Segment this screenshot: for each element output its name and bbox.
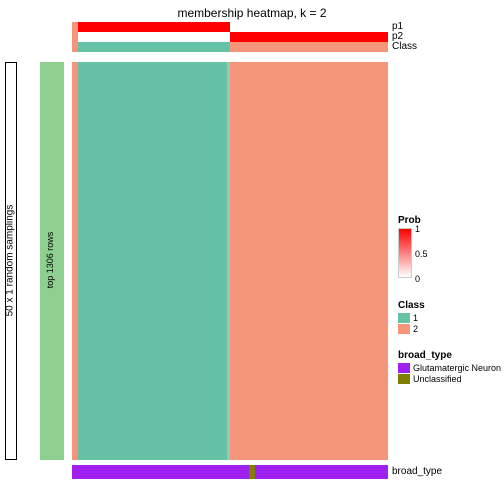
swatch: [398, 324, 410, 334]
grad-tick: 0.5: [415, 249, 428, 259]
legend-prob: Prob10.50: [398, 215, 421, 278]
grad-tick: 0: [415, 274, 420, 284]
p1-seg: [78, 22, 230, 32]
legend-broad-type: broad_type Glutamatergic NeuronUnclassifi…: [398, 350, 501, 385]
chart-title: membership heatmap, k = 2: [0, 6, 504, 20]
broad-type-label: broad_type: [392, 466, 442, 477]
legend-item-label: 1: [413, 313, 418, 323]
p1-seg: [230, 22, 388, 32]
legend-item: Unclassified: [398, 374, 501, 384]
sampling-label: 50 x 1 random samplings: [5, 171, 16, 351]
swatch: [398, 374, 410, 384]
legend-item-label: 2: [413, 324, 418, 334]
broad-type-seg: [255, 465, 388, 479]
class-seg: [230, 42, 388, 52]
swatch: [398, 363, 410, 373]
heatmap-seg: [230, 62, 388, 460]
class-seg: [78, 42, 230, 52]
broad-type-seg: [72, 465, 249, 479]
legend-item: Glutamatergic Neuron: [398, 363, 501, 373]
row-label-class: Class: [392, 41, 417, 52]
legend-item: 2: [398, 324, 425, 334]
legend-class: Class 12: [398, 300, 425, 335]
legend-item: 1: [398, 313, 425, 323]
gradient-bar: 10.50: [398, 228, 412, 278]
swatch: [398, 313, 410, 323]
grad-tick: 1: [415, 224, 420, 234]
p2-seg: [230, 32, 388, 42]
legend-item-label: Unclassified: [413, 374, 462, 384]
p2-seg: [78, 32, 230, 42]
rows-label: top 1306 rows: [45, 210, 55, 310]
heatmap-seg: [78, 62, 227, 460]
legend-item-label: Glutamatergic Neuron: [413, 363, 501, 373]
legend-title: broad_type: [398, 350, 501, 361]
legend-title: Class: [398, 300, 425, 311]
